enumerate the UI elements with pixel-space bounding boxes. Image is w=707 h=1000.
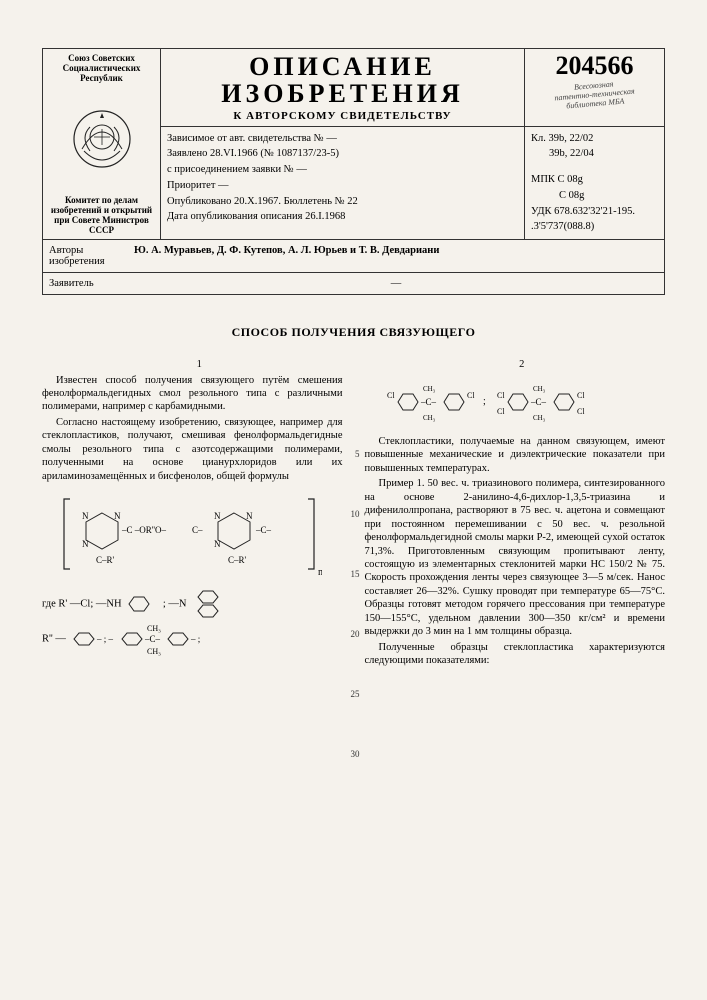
issuer-l2: Социалистических: [63, 63, 141, 73]
title-sub: К АВТОРСКОМУ СВИДЕТЕЛЬСТВУ: [167, 110, 518, 122]
svg-text:Cl: Cl: [467, 391, 475, 400]
patent-number: 204566: [531, 53, 658, 79]
col1-number: 1: [42, 358, 343, 371]
authors-row: Авторы изобретения Ю. А. Муравьев, Д. Ф.…: [42, 240, 665, 273]
title-line1: ОПИСАНИЕ: [167, 53, 518, 80]
svg-text:CH₃: CH₃: [533, 385, 546, 393]
svg-text:CH₃: CH₃: [423, 385, 436, 393]
svg-text:N: N: [214, 511, 221, 521]
applicant-row: Заявитель —: [42, 273, 665, 295]
lineno: 25: [348, 690, 360, 699]
library-stamp: Всесоюзная патентно-техническая библиоте…: [530, 76, 659, 114]
lineno: 20: [348, 630, 360, 639]
biblio-join: с присоединением заявки № —: [167, 162, 518, 178]
col2-p1: Стеклопластики, получаемые на данном свя…: [365, 435, 666, 475]
svg-text:Cl: Cl: [497, 391, 505, 400]
applicant-label: Заявитель: [43, 273, 128, 294]
svg-text:Cl: Cl: [387, 391, 395, 400]
svg-text:C–R': C–R': [96, 555, 115, 565]
issuer-cell: Союз Советских Социалистических Республи…: [43, 49, 161, 240]
issuer-block: Союз Советских Социалистических Республи…: [63, 53, 141, 83]
svg-text:–C–: –C–: [255, 525, 272, 535]
svg-text:C–R': C–R': [228, 555, 247, 565]
udk: УДК 678.632'32'21-195. .3'5'737(088.8): [531, 204, 658, 236]
svg-text:N: N: [214, 539, 221, 549]
biblio-pub: Опубликовано 20.X.1967. Бюллетень № 22: [167, 194, 518, 210]
svg-text:CH₃: CH₃: [533, 414, 546, 422]
col1-p1: Известен способ получения связующего пут…: [42, 374, 343, 414]
r2-prefix: R'' —: [42, 633, 66, 644]
issuer-l3: Республик: [63, 73, 141, 83]
page: Союз Советских Социалистических Республи…: [0, 0, 707, 1000]
applicant-value: —: [128, 273, 664, 294]
lineno: 10: [348, 510, 360, 519]
structural-formula-col2: Cl –C– CH₃ CH₃ Cl ; Cl Cl –C– CH₃ CH₃ Cl…: [365, 378, 666, 430]
state-emblem-icon: [70, 103, 134, 175]
svg-text:–C–: –C–: [420, 397, 437, 407]
lineno: 30: [348, 750, 360, 759]
col2-p2: Пример 1. 50 вес. ч. триазинового полиме…: [365, 477, 666, 638]
svg-text:Cl: Cl: [497, 407, 505, 416]
svg-text:;: ;: [483, 396, 486, 407]
structural-formula-main: n N N N C–R' –C –OR''O– N N N C–R' C– –C…: [42, 489, 343, 583]
kl2: 39b, 22/04: [531, 146, 658, 162]
svg-text:CH₃: CH₃: [147, 647, 161, 656]
svg-text:N: N: [114, 511, 121, 521]
title-line2: ИЗОБРЕТЕНИЯ: [167, 80, 518, 107]
authors-label: Авторы изобретения: [43, 240, 128, 272]
svg-text:CH₃: CH₃: [147, 624, 161, 633]
biblio-prio: Приоритет —: [167, 178, 518, 194]
classification-cell: Кл. 39b, 22/02 39b, 22/04 МПК C 08g C 08…: [525, 127, 665, 241]
svg-text:CH₃: CH₃: [423, 414, 436, 422]
svg-text:–C–: –C–: [144, 634, 161, 644]
committee-l3: при Совете Министров: [51, 215, 152, 225]
invention-title: СПОСОБ ПОЛУЧЕНИЯ СВЯЗУЮЩЕГО: [42, 325, 665, 340]
line-number-gutter: 5 10 15 20 25 30: [348, 450, 360, 810]
svg-text:–C–: –C–: [530, 397, 547, 407]
lineno: 15: [348, 570, 360, 579]
authors-names: Ю. А. Муравьев, Д. Ф. Кутепов, А. Л. Юрь…: [128, 240, 664, 272]
svg-text:Cl: Cl: [577, 391, 585, 400]
mpk1: МПК C 08g: [531, 172, 658, 188]
svg-text:– ; –: – ; –: [96, 634, 114, 644]
svg-text:C–: C–: [192, 525, 203, 535]
number-cell: 204566 Всесоюзная патентно-техническая б…: [525, 49, 665, 127]
where-prefix: где R' —Cl; —NH: [42, 598, 122, 609]
committee-l4: СССР: [51, 225, 152, 235]
col1-p2: Согласно настоящему изобретению, связующ…: [42, 416, 343, 483]
mpk2: C 08g: [531, 188, 658, 204]
title-cell: ОПИСАНИЕ ИЗОБРЕТЕНИЯ К АВТОРСКОМУ СВИДЕТ…: [161, 49, 525, 127]
svg-text:Cl: Cl: [577, 407, 585, 416]
biblio-dep: Зависимое от авт. свидетельства № —: [167, 131, 518, 147]
kl1: Кл. 39b, 22/02: [531, 131, 658, 147]
where-label: где R' —Cl; —NH ; —N: [42, 589, 343, 619]
issuer-l1: Союз Советских: [63, 53, 141, 63]
header-table: Союз Советских Социалистических Республи…: [42, 48, 665, 240]
col2-number: 2: [365, 358, 666, 371]
svg-text:n: n: [318, 567, 322, 578]
biblio-cell: Зависимое от авт. свидетельства № — Заяв…: [161, 127, 525, 241]
svg-text:– ;: – ;: [190, 634, 200, 644]
svg-text:N: N: [246, 511, 253, 521]
r2-label: R'' — – ; – –C– CH₃ CH₃ – ;: [42, 621, 343, 657]
lineno: 5: [348, 450, 360, 459]
committee-l2: изобретений и открытий: [51, 205, 152, 215]
committee-block: Комитет по делам изобретений и открытий …: [51, 195, 152, 235]
svg-text:N: N: [82, 511, 89, 521]
col2-p3: Полученные образцы стеклопластика характ…: [365, 641, 666, 668]
svg-text:N: N: [82, 539, 89, 549]
biblio-pubdate: Дата опубликования описания 26.I.1968: [167, 209, 518, 225]
committee-l1: Комитет по делам: [51, 195, 152, 205]
svg-text:–C –OR''O–: –C –OR''O–: [121, 525, 166, 535]
biblio-filed: Заявлено 28.VI.1966 (№ 1087137/23-5): [167, 146, 518, 162]
